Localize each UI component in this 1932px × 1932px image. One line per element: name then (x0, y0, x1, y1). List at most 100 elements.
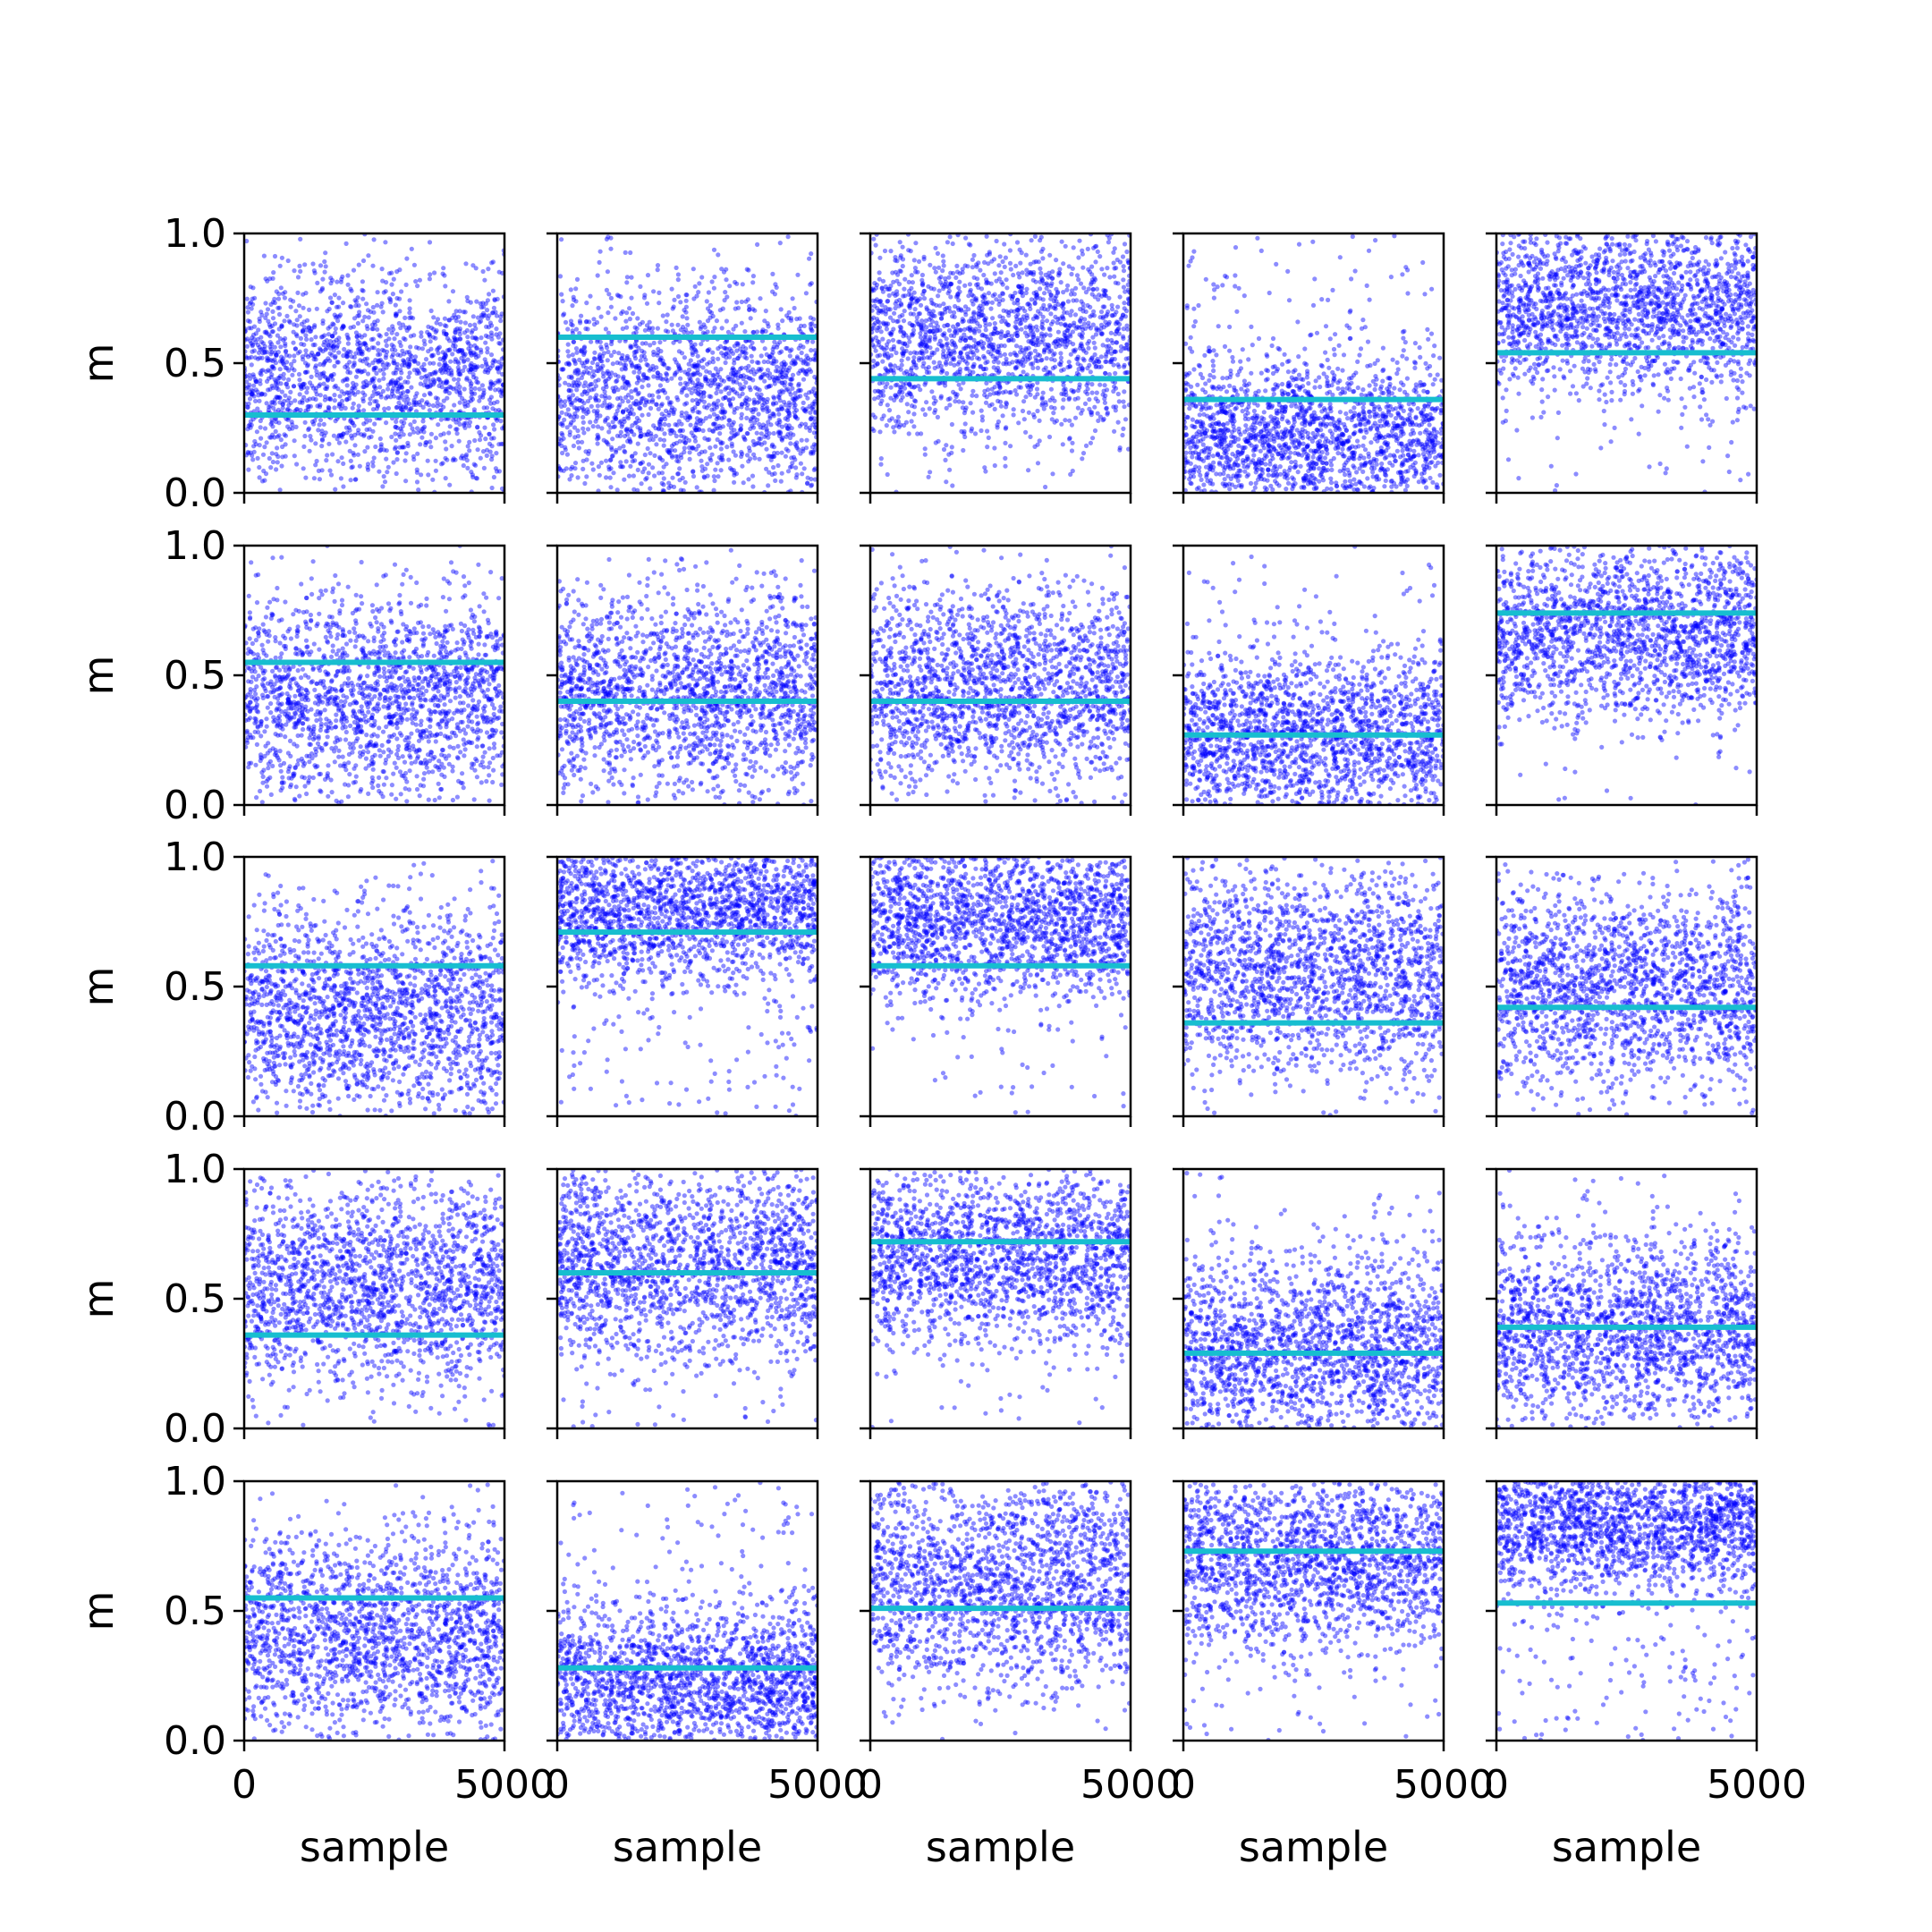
scatter-point (563, 447, 568, 453)
scatter-point (769, 471, 775, 478)
scatter-point (249, 392, 254, 397)
scatter-point (970, 393, 975, 398)
scatter-point (735, 376, 741, 381)
scatter-point (783, 373, 789, 378)
scatter-point (636, 345, 641, 351)
scatter-point (1106, 343, 1112, 349)
scatter-point (682, 380, 689, 386)
scatter-point (275, 383, 280, 388)
scatter-point (1108, 330, 1114, 335)
scatter-point (348, 419, 353, 424)
scatter-point (485, 298, 491, 303)
scatter-point (479, 433, 484, 438)
scatter-point (269, 364, 275, 369)
scatter-point (1097, 315, 1103, 320)
scatter-point (957, 271, 962, 276)
scatter-points (870, 233, 1131, 493)
scatter-point (919, 327, 924, 333)
scatter-point (1112, 266, 1117, 271)
scatter-point (757, 399, 762, 404)
scatter-point (1121, 264, 1126, 269)
scatter-point (323, 347, 328, 352)
scatter-point (771, 430, 776, 436)
scatter-point (420, 367, 427, 372)
scatter-point (308, 434, 313, 439)
scatter-point (436, 351, 441, 356)
scatter-point (996, 369, 1002, 374)
scatter-point (275, 460, 280, 465)
scatter-point (777, 241, 783, 246)
scatter-point (608, 304, 614, 309)
scatter-point (360, 279, 365, 284)
scatter-point (1125, 282, 1131, 287)
scatter-point (721, 353, 726, 359)
scatter-point (909, 419, 914, 424)
scatter-point (459, 355, 464, 361)
scatter-point (490, 288, 496, 293)
scatter-point (952, 362, 957, 368)
scatter-point (572, 435, 578, 440)
scatter-point (456, 417, 462, 423)
scatter-point (271, 270, 276, 275)
scatter-point (488, 401, 494, 406)
scatter-point (1103, 354, 1108, 360)
scatter-point (732, 428, 737, 433)
scatter-point (909, 366, 914, 371)
scatter-point (407, 360, 412, 365)
scatter-point (934, 302, 939, 308)
scatter-point (587, 448, 592, 453)
scatter-point (655, 376, 660, 381)
scatter-point (1092, 404, 1097, 410)
scatter-point (886, 339, 892, 344)
scatter-point (593, 419, 598, 424)
scatter-point (357, 346, 363, 352)
scatter-point (961, 380, 966, 386)
scatter-point (566, 374, 572, 380)
scatter-point (322, 333, 327, 338)
scatter-point (744, 267, 750, 272)
scatter-point (902, 342, 908, 347)
scatter-point (771, 344, 776, 350)
scatter-point (575, 383, 581, 388)
scatter-point (579, 375, 585, 380)
scatter-point (1059, 239, 1064, 244)
scatter-point (930, 313, 936, 318)
scatter-point (276, 305, 283, 310)
scatter-point (570, 303, 575, 309)
scatter-point (667, 402, 673, 407)
scatter-point (890, 337, 896, 343)
scatter-point (569, 375, 574, 381)
scatter-point (654, 402, 659, 407)
scatter-point (614, 433, 621, 438)
scatter-point (949, 281, 954, 286)
scatter-point (724, 351, 729, 357)
scatter-point (1105, 312, 1110, 318)
scatter-point (1009, 296, 1015, 301)
scatter-point (614, 408, 620, 413)
scatter-point (380, 484, 386, 489)
scatter-point (962, 337, 969, 343)
scatter-point (475, 425, 480, 430)
scatter-point (946, 288, 952, 293)
scatter-point (438, 379, 444, 385)
scatter-point (737, 394, 742, 399)
scatter-point (1004, 404, 1009, 410)
scatter-point (887, 315, 894, 320)
scatter-point (630, 423, 635, 428)
scatter-point (1061, 290, 1066, 295)
scatter-point (784, 345, 789, 351)
scatter-point (1048, 356, 1055, 362)
scatter-point (597, 356, 602, 361)
scatter-point (336, 314, 342, 319)
scatter-point (1071, 298, 1076, 303)
scatter-point (741, 385, 747, 390)
scatter-point (347, 448, 352, 453)
scatter-point (770, 346, 775, 352)
scatter-point (708, 310, 715, 316)
scatter-point (338, 476, 343, 481)
scatter-point (606, 405, 612, 411)
scatter-point (303, 291, 309, 296)
scatter-point (557, 274, 564, 279)
scatter-point (758, 395, 763, 401)
scatter-point (923, 340, 928, 345)
